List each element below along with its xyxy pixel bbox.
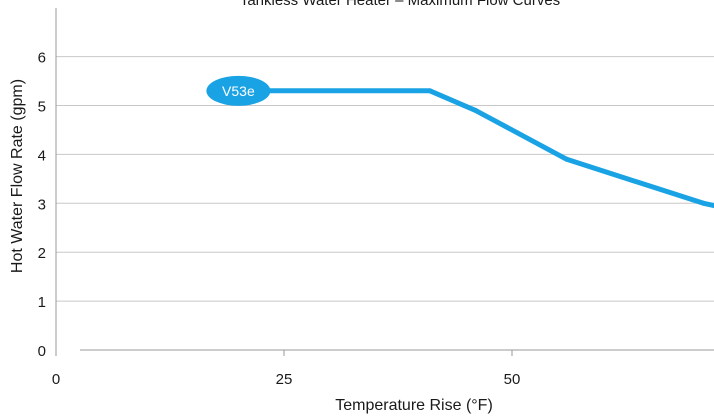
y-tick-label-3: 3: [38, 196, 46, 213]
x-tick-label-25: 25: [276, 371, 293, 388]
series-layer: [235, 88, 714, 209]
data-point: [427, 88, 433, 94]
y-tick-label-4: 4: [38, 147, 46, 164]
y-tick-label-6: 6: [38, 50, 46, 67]
series-badge-shape: [206, 75, 271, 106]
y-tick-label-5: 5: [38, 99, 46, 116]
y-tick-label-2: 2: [38, 245, 46, 262]
chart-title: Tankless Water Heater – Maximum Flow Cur…: [240, 0, 560, 9]
y-tick-label-1: 1: [38, 294, 46, 311]
data-point: [473, 107, 479, 113]
y-axis-label: Hot Water Flow Rate (gpm): [9, 79, 26, 273]
axis-ticks: 01234560255075100125: [38, 50, 521, 388]
series-badge-V53e: V53e: [206, 75, 271, 106]
x-axis-label: Temperature Rise (°F): [335, 397, 493, 414]
series-name-label: V53e: [222, 83, 255, 99]
y-tick-label-0: 0: [38, 343, 46, 360]
x-tick-label-50: 50: [504, 371, 521, 388]
data-point: [564, 156, 570, 162]
series-line-V53e: [235, 88, 714, 209]
data-point: [701, 200, 707, 206]
gridlines: [56, 56, 714, 302]
series-badges: V53e: [206, 75, 271, 106]
x-tick-label-0: 0: [52, 371, 60, 388]
